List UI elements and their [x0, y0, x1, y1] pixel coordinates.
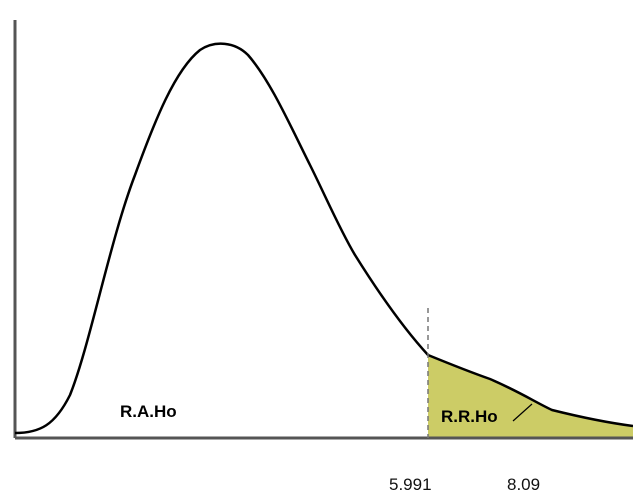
critical-value-label: 5.991	[389, 475, 432, 494]
test-statistic-label: 8.09	[507, 475, 540, 494]
distribution-curve	[14, 42, 633, 435]
test-statistic-pointer	[512, 403, 533, 422]
rejection-region-label: R.R.Ho	[441, 407, 498, 426]
acceptance-region-label: R.A.Ho	[120, 402, 177, 421]
